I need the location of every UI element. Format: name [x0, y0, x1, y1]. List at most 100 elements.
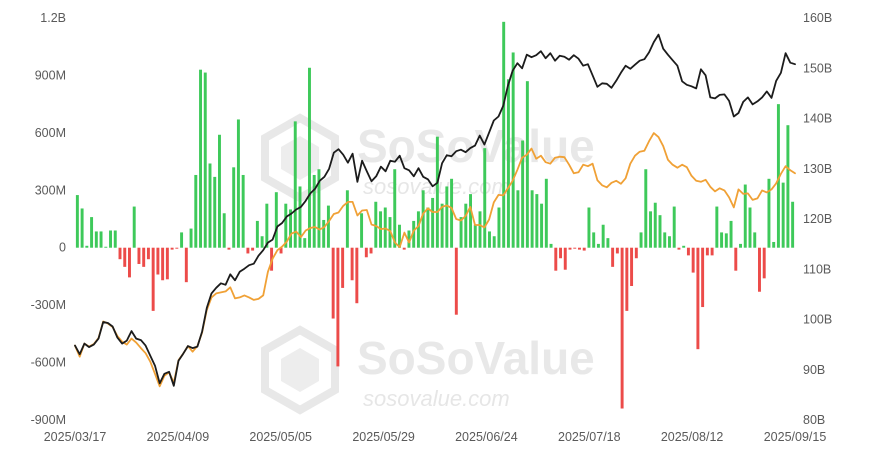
- outflow-bar: [563, 247, 567, 270]
- outflow-bar: [227, 247, 231, 250]
- inflow-bar: [497, 207, 501, 248]
- asset-lines: [74, 33, 796, 388]
- inflow-bar: [412, 220, 416, 248]
- inflow-bar: [530, 190, 534, 248]
- right-axis-tick-label: 130B: [803, 162, 832, 176]
- inflow-bar: [99, 231, 103, 248]
- inflow-bar: [104, 246, 108, 248]
- left-axis-tick-label: -600M: [31, 356, 66, 370]
- inflow-bar: [668, 236, 671, 248]
- x-axis-tick-label: 2025/04/09: [147, 430, 210, 444]
- x-axis-ticks: 2025/03/17 2025/04/09 2025/05/05 2025/05/29…: [44, 430, 827, 444]
- right-axis-tick-label: 120B: [803, 212, 832, 226]
- inflow-bar: [241, 174, 245, 248]
- inflow-bar: [781, 182, 785, 248]
- inflow-bar: [488, 231, 491, 248]
- right-axis-tick-label: 160B: [803, 11, 832, 25]
- inflow-bar: [525, 81, 529, 248]
- outflow-bar: [246, 247, 250, 254]
- cumulative-inflow-line: [74, 132, 796, 388]
- outflow-bar: [578, 247, 581, 250]
- inflow-bar: [189, 228, 193, 248]
- outflow-bar: [336, 247, 340, 367]
- inflow-bar: [682, 245, 686, 248]
- inflow-bar: [222, 213, 226, 248]
- inflow-bar: [383, 207, 387, 248]
- inflow-bar: [303, 238, 307, 248]
- inflow-bar: [194, 174, 198, 248]
- inflow-bar: [663, 232, 667, 248]
- right-axis-tick-label: 150B: [803, 61, 832, 75]
- inflow-bar: [772, 241, 776, 248]
- inflow-bar: [492, 236, 496, 248]
- watermark-url: sosovalue.com: [363, 386, 510, 411]
- outflow-bar: [620, 247, 624, 409]
- watermark: SoSoValuesosovalue.comSoSoValuesosovalue…: [261, 113, 595, 415]
- inflow-bar: [535, 194, 539, 248]
- outflow-bar: [554, 247, 558, 271]
- outflow-bar: [686, 247, 690, 256]
- inflow-bar: [132, 206, 136, 248]
- inflow-bar: [587, 207, 591, 248]
- inflow-bar: [767, 178, 771, 248]
- inflow-bar: [653, 202, 657, 248]
- inflow-bar: [326, 205, 330, 248]
- inflow-bar: [236, 119, 240, 248]
- inflow-bar: [274, 192, 278, 248]
- inflow-bar: [544, 178, 548, 248]
- outflow-bar: [568, 247, 572, 250]
- left-axis-tick-label: 600M: [35, 126, 66, 140]
- outflow-bar: [705, 247, 709, 256]
- outflow-bar: [630, 247, 634, 286]
- outflow-bar: [758, 247, 761, 292]
- right-axis-ticks: 160B 150B 140B 130B 120B 110B 100B 90B 80B: [803, 11, 832, 427]
- outflow-bar: [691, 247, 695, 273]
- x-axis-tick-label: 2025/08/12: [661, 430, 724, 444]
- right-axis-tick-label: 100B: [803, 313, 832, 327]
- outflow-bar: [151, 247, 155, 311]
- outflow-bar: [331, 247, 335, 319]
- inflow-bar: [208, 163, 212, 248]
- outflow-bar: [279, 247, 283, 254]
- inflow-bar: [549, 243, 553, 248]
- outflow-bar: [611, 247, 615, 267]
- inflow-bar: [521, 140, 525, 248]
- outflow-bar: [701, 247, 705, 308]
- outflow-bar: [625, 247, 629, 311]
- inflow-bar: [407, 230, 411, 248]
- inflow-bar: [440, 203, 444, 248]
- left-axis-tick-label: -900M: [31, 413, 66, 427]
- outflow-bar: [454, 247, 458, 315]
- inflow-bar: [426, 207, 430, 248]
- left-axis-ticks: 1.2B 900M 600M 300M 0 -300M -600M -900M: [31, 11, 66, 427]
- inflow-bar: [218, 134, 221, 248]
- inflow-bar: [312, 174, 316, 248]
- inflow-bar: [421, 190, 425, 248]
- outflow-bar: [161, 247, 165, 281]
- inflow-bar: [739, 243, 742, 248]
- left-axis-tick-label: 0: [59, 241, 66, 255]
- outflow-bar: [142, 247, 146, 267]
- inflow-bar: [506, 79, 510, 248]
- inflow-bar: [639, 232, 643, 248]
- inflow-bar: [459, 217, 463, 248]
- watermark-hex-inner: [281, 136, 319, 180]
- inflow-bar: [464, 203, 468, 248]
- inflow-bar: [232, 167, 236, 248]
- outflow-bar: [170, 247, 174, 250]
- inflow-bar: [791, 201, 795, 248]
- inflow-bar: [308, 67, 311, 248]
- x-axis-tick-label: 2025/03/17: [44, 430, 107, 444]
- inflow-bar: [478, 211, 482, 248]
- inflow-bar: [592, 232, 596, 248]
- outflow-bar: [734, 247, 738, 271]
- inflow-bar: [317, 169, 321, 248]
- left-axis-tick-label: -300M: [31, 298, 66, 312]
- right-axis-tick-label: 110B: [803, 262, 831, 276]
- outflow-bar: [118, 247, 122, 260]
- watermark-brand: SoSoValue: [357, 332, 595, 384]
- outflow-bar: [677, 247, 681, 250]
- inflow-bar: [649, 211, 652, 248]
- inflow-bar: [293, 121, 297, 248]
